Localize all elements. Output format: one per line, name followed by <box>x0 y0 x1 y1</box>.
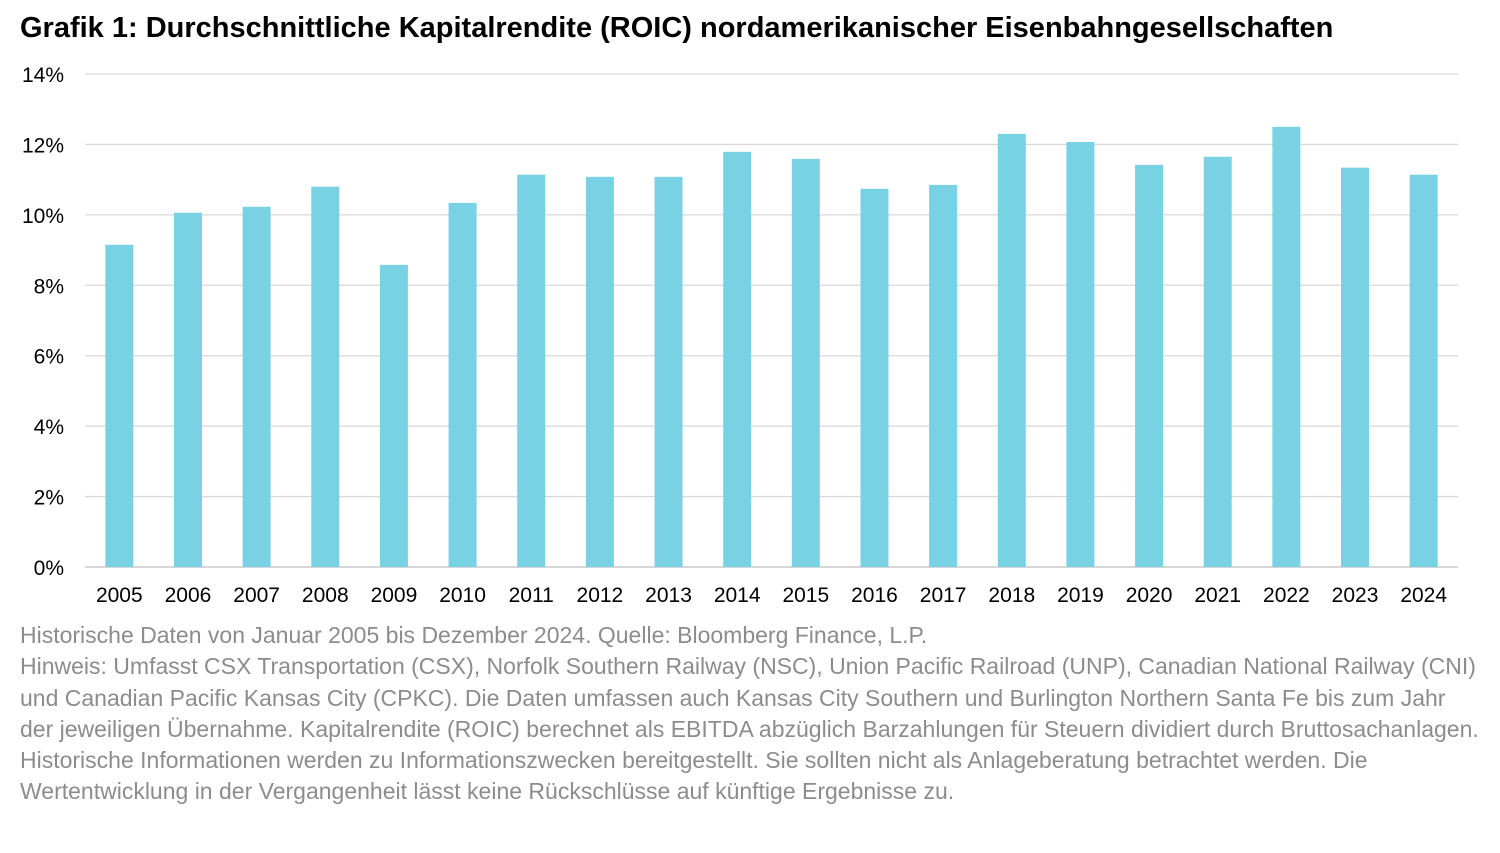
x-tick-label: 2006 <box>165 584 212 607</box>
chart-notes: Historische Daten von Januar 2005 bis De… <box>20 620 1480 808</box>
bar-2020 <box>1135 164 1164 568</box>
x-tick-label: 2011 <box>509 584 554 607</box>
y-tick-label: 4% <box>34 416 64 439</box>
x-tick-label: 2012 <box>577 584 624 607</box>
y-tick-label: 2% <box>34 487 64 510</box>
bar-2009 <box>379 264 408 567</box>
x-tick-label: 2019 <box>1057 584 1104 607</box>
x-tick-label: 2020 <box>1126 584 1173 607</box>
bar-2013 <box>654 176 683 567</box>
bar-2016 <box>860 188 889 567</box>
x-tick-label: 2010 <box>439 584 486 607</box>
x-tick-label: 2009 <box>371 584 418 607</box>
x-tick-label: 2024 <box>1400 584 1447 607</box>
y-tick-label: 0% <box>34 557 64 580</box>
disclaimer-note: Hinweis: Umfasst CSX Transportation (CSX… <box>20 653 1479 805</box>
bar-2006 <box>173 212 202 567</box>
bar-2024 <box>1409 174 1438 567</box>
bar-2017 <box>929 184 958 568</box>
x-tick-label: 2018 <box>988 584 1035 607</box>
y-tick-label: 6% <box>34 346 64 369</box>
x-tick-label: 2014 <box>714 584 761 607</box>
y-tick-label: 10% <box>22 205 64 228</box>
x-tick-label: 2007 <box>233 584 280 607</box>
x-tick-label: 2008 <box>302 584 349 607</box>
y-tick-label: 12% <box>22 134 64 157</box>
source-note: Historische Daten von Januar 2005 bis De… <box>20 622 928 648</box>
bar-2011 <box>517 174 546 567</box>
bar-2018 <box>997 133 1026 567</box>
bar-2021 <box>1203 156 1232 567</box>
bar-2007 <box>242 206 271 567</box>
y-tick-label: 8% <box>34 275 64 298</box>
bar-2015 <box>791 158 820 567</box>
x-tick-label: 2022 <box>1263 584 1310 607</box>
bar-2005 <box>105 244 134 567</box>
bar-2012 <box>585 176 614 567</box>
bar-chart: 0% 2% 4% 6% 8% 10% 12% 14% 2005 2006 2007 2008 2009 2… <box>22 64 1458 607</box>
x-tick-label: 2021 <box>1194 584 1241 607</box>
x-tick-label: 2015 <box>782 584 829 607</box>
chart-title: Grafik 1: Durchschnittliche Kapitalrendi… <box>20 12 1334 44</box>
x-tick-label: 2016 <box>851 584 898 607</box>
bar-2014 <box>723 151 752 567</box>
x-tick-label: 2013 <box>645 584 692 607</box>
bar-2010 <box>448 202 477 568</box>
x-tick-label: 2023 <box>1332 584 1379 607</box>
x-tick-label: 2017 <box>920 584 967 607</box>
bar-2019 <box>1066 141 1095 568</box>
bar-2023 <box>1341 167 1370 568</box>
bar-2008 <box>311 186 340 567</box>
bar-2022 <box>1272 126 1301 568</box>
y-tick-label: 14% <box>22 64 64 87</box>
x-tick-label: 2005 <box>96 584 143 607</box>
